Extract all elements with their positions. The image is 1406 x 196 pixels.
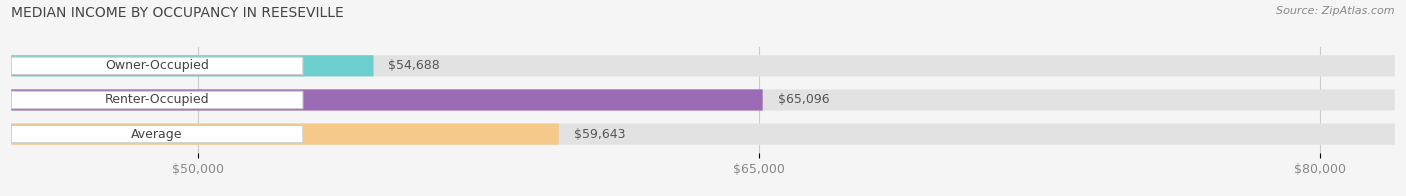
FancyBboxPatch shape <box>11 55 1395 76</box>
FancyBboxPatch shape <box>11 57 302 74</box>
FancyBboxPatch shape <box>11 55 374 76</box>
Text: Renter-Occupied: Renter-Occupied <box>105 93 209 106</box>
FancyBboxPatch shape <box>11 89 762 111</box>
FancyBboxPatch shape <box>11 123 558 145</box>
FancyBboxPatch shape <box>11 89 1395 111</box>
Text: $65,096: $65,096 <box>778 93 830 106</box>
FancyBboxPatch shape <box>11 123 1395 145</box>
Text: $59,643: $59,643 <box>574 128 626 141</box>
Text: Average: Average <box>131 128 183 141</box>
FancyBboxPatch shape <box>11 125 302 143</box>
Text: $54,688: $54,688 <box>388 59 440 72</box>
Text: MEDIAN INCOME BY OCCUPANCY IN REESEVILLE: MEDIAN INCOME BY OCCUPANCY IN REESEVILLE <box>11 6 344 20</box>
FancyBboxPatch shape <box>11 91 302 109</box>
Text: Source: ZipAtlas.com: Source: ZipAtlas.com <box>1277 6 1395 16</box>
Text: Owner-Occupied: Owner-Occupied <box>105 59 209 72</box>
